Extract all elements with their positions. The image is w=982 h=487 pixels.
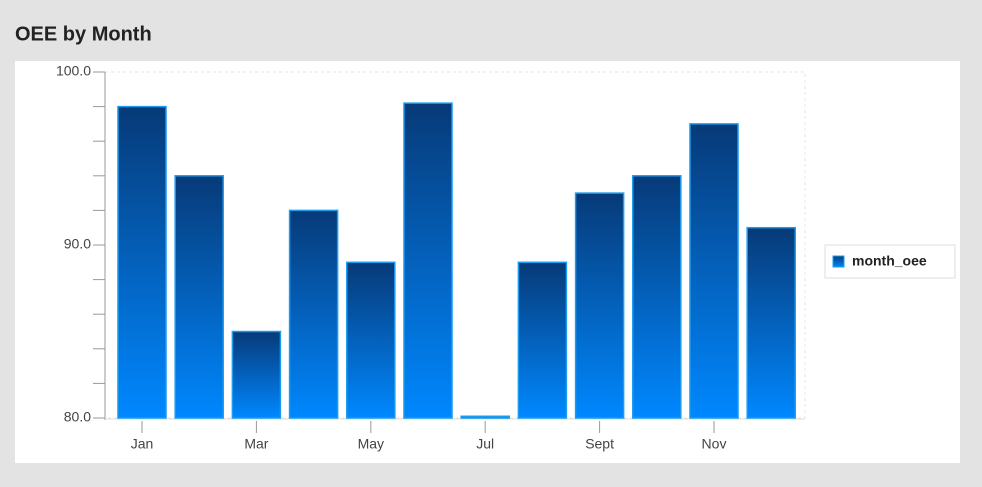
x-tick-label: Jul xyxy=(476,436,494,452)
x-tick-label: Sept xyxy=(585,436,614,452)
bar xyxy=(174,175,224,419)
legend xyxy=(824,244,956,279)
bar xyxy=(746,226,796,419)
bar xyxy=(460,415,510,419)
bar xyxy=(517,261,568,419)
bar xyxy=(574,192,625,419)
bar xyxy=(403,102,453,419)
x-tick-label: May xyxy=(358,436,384,452)
legend-label: month_oee xyxy=(852,253,927,269)
x-tick-label: Nov xyxy=(702,436,727,452)
y-tick-label: 90.0 xyxy=(64,236,91,252)
bar xyxy=(117,105,167,419)
y-tick-label: 100.0 xyxy=(56,63,91,79)
bar xyxy=(689,123,739,419)
plot-frame xyxy=(104,71,806,419)
x-tick-label: Jan xyxy=(131,436,154,452)
bar xyxy=(231,330,282,419)
chart-title: OEE by Month xyxy=(15,23,152,45)
bar xyxy=(632,175,682,419)
x-tick-label: Mar xyxy=(244,436,268,452)
chart-panel xyxy=(15,61,960,463)
y-tick-label: 80.0 xyxy=(64,409,91,425)
bar xyxy=(346,261,396,419)
bar xyxy=(288,209,339,419)
legend-swatch xyxy=(832,255,845,268)
